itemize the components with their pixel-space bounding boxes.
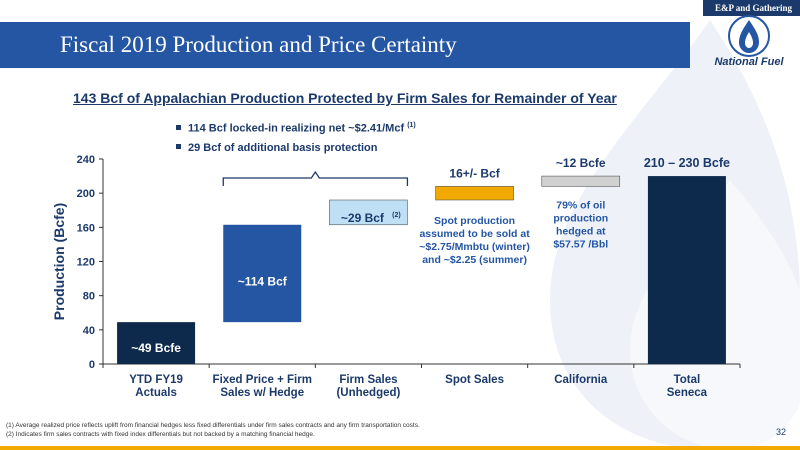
footnote-1: (1) Average realized price reflects upli… [6,422,420,429]
footnote-ref: (1) [407,122,416,129]
bar [435,186,514,201]
y-tick-label: 40 [83,325,95,337]
spot-annotation: ~$2.75/Mmbtu (winter) [419,241,530,253]
spot-annotation: Spot production [434,215,515,227]
california-annotation: production [553,212,608,224]
bottom-accent-bar [0,446,800,450]
y-tick-label: 120 [77,257,95,269]
bar [117,322,196,364]
california-annotation: $57.57 /Bbl [553,238,608,250]
bar [541,175,621,187]
bar [223,224,302,323]
bullet-text: 114 Bcf locked-in realizing net ~$2.41/M… [188,122,405,135]
x-tick-label: Fixed Price + Firm [213,374,312,386]
y-tick-label: 80 [83,291,95,303]
logo: National Fuel [706,14,792,76]
logo-text: National Fuel [714,56,784,68]
x-tick-label: YTD FY19 [129,374,183,386]
data-label: ~12 Bcfe [556,156,606,170]
bar [329,199,408,226]
spot-annotation: and ~$2.25 (summer) [422,254,527,266]
bullet-item: 29 Bcf of additional basis protection [176,139,416,158]
data-label: ~29 Bcf [341,211,385,225]
square-bullet-icon [176,143,181,149]
y-tick-label: 160 [77,222,95,234]
bar [647,176,726,364]
data-label-footnote-ref: (2) [392,212,401,219]
data-label: ~49 Bcfe [131,341,181,355]
y-axis-label: Production (Bcfe) [51,203,67,320]
square-bullet-icon [176,124,181,130]
y-tick-label: 0 [89,359,95,371]
data-label: 210 – 230 Bcfe [644,156,730,170]
california-annotation: 79% of oil [556,199,605,211]
bullet-list: 114 Bcf locked-in realizing net ~$2.41/M… [176,116,416,158]
bullet-item: 114 Bcf locked-in realizing net ~$2.41/M… [176,116,416,139]
x-tick-label: Actuals [135,387,177,399]
bullet-text: 29 Bcf of additional basis protection [188,141,378,154]
spot-annotation: assumed to be sold at [419,228,530,240]
page-number: 32 [775,427,786,437]
x-tick-label: Sales w/ Hedge [220,387,304,399]
x-tick-label: Total [674,374,701,386]
y-tick-label: 240 [77,154,95,166]
x-tick-label: Firm Sales [339,374,397,386]
california-annotation: hedged at [556,225,606,237]
production-waterfall-chart: 0 40 80 120 160 200 240 Production (Bcfe) YTD FY… [51,154,741,399]
flame-logo-icon [728,15,770,57]
footnote-2: (2) Indicates firm sales contracts with … [6,431,315,438]
x-tick-label: (Unhedged) [336,387,400,399]
title-band: Fiscal 2019 Production and Price Certain… [0,22,690,68]
page-title: Fiscal 2019 Production and Price Certain… [60,32,457,57]
data-label: ~114 Bcf [238,274,288,288]
y-tick-label: 200 [77,188,95,200]
x-tick-label: Seneca [667,387,708,399]
x-tick-label: California [554,374,608,386]
data-label: 16+/- Bcf [449,166,500,180]
x-tick-label: Spot Sales [445,374,504,386]
section-tag: E&P and Gathering [702,0,800,16]
bracket-icon [222,170,409,186]
footnotes: (1) Average realized price reflects upli… [6,421,420,439]
slide-subtitle: 143 Bcf of Appalachian Production Protec… [73,90,617,106]
